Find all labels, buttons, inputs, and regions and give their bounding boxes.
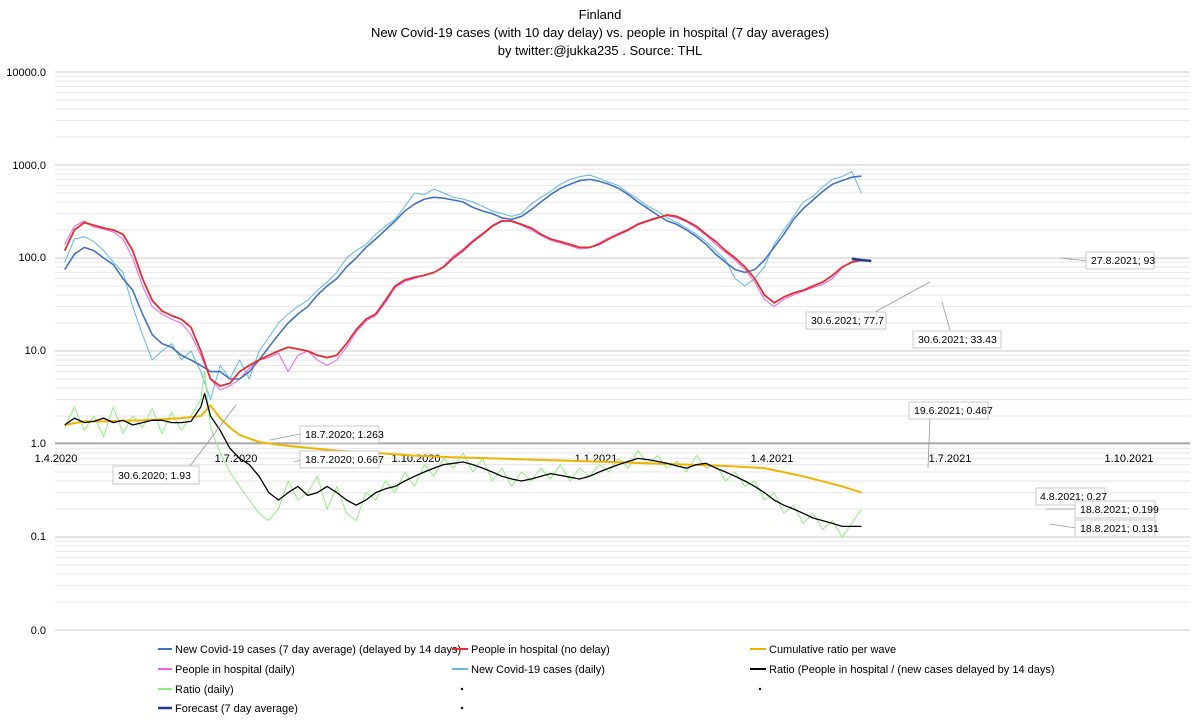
annotation-label: 18.7.2020; 0.667 xyxy=(305,454,384,466)
legend-label: Cumulative ratio per wave xyxy=(769,644,896,656)
series-layer xyxy=(63,171,872,538)
legend-entry: Ratio (People in hospital / (new cases d… xyxy=(750,664,1055,676)
y-tick-label: 100.0 xyxy=(18,252,46,264)
y-tick-label: 10000.0 xyxy=(6,67,46,79)
annotation-box xyxy=(912,330,1002,349)
annotation-box xyxy=(299,425,380,444)
legend-label: New Covid-19 cases (daily) xyxy=(471,664,605,676)
y-tick-label: 1000.0 xyxy=(12,160,46,172)
legend-label: Ratio (daily) xyxy=(175,684,234,696)
annotation: 30.6.2021; 33.43 xyxy=(912,301,1002,349)
legend-entry: New Covid-19 cases (7 day average) (dela… xyxy=(158,644,461,656)
legend-label: People in hospital (daily) xyxy=(175,664,295,676)
x-tick-label: 1.7.2021 xyxy=(929,453,972,465)
annotation: 30.6.2021; 77.7 xyxy=(805,281,931,330)
annotation-label: 18.8.2021; 0.199 xyxy=(1080,504,1159,516)
annotation-box xyxy=(1085,251,1155,270)
series-line-4 xyxy=(64,171,862,401)
legend-entry: Cumulative ratio per wave xyxy=(750,644,896,656)
legend-entry: People in hospital (no delay) xyxy=(452,644,610,656)
x-tick-label: 1.4.2021 xyxy=(751,453,794,465)
legend-empty-marker xyxy=(460,687,464,691)
annotation-box xyxy=(299,450,380,469)
x-tick-label: 1.4.2020 xyxy=(35,453,78,465)
annotation: 18.8.2021; 0.199 xyxy=(1046,500,1159,519)
annotation: 27.8.2021; 93 xyxy=(1059,251,1155,270)
annotation-box xyxy=(805,311,887,330)
annotation: 30.6.2020; 1.93 xyxy=(112,404,237,485)
legend-entry: Forecast (7 day average) xyxy=(158,703,298,715)
y-tick-label: 1.0 xyxy=(31,438,46,450)
series-line-0 xyxy=(64,175,862,380)
legend-empty-marker xyxy=(460,706,464,710)
y-tick-label: 0.1 xyxy=(31,531,46,543)
legend-label: People in hospital (no delay) xyxy=(471,644,610,656)
annotation-box xyxy=(112,465,200,485)
series-line-2 xyxy=(64,404,862,494)
chart-subtitle-2: by twitter:@jukka235 . Source: THL xyxy=(498,43,702,58)
chart-title: Finland xyxy=(579,7,622,22)
annotation-box xyxy=(1074,519,1156,538)
annotation-leader xyxy=(874,281,931,313)
y-tick-label: 10.0 xyxy=(25,345,46,357)
legend-label: Ratio (People in hospital / (new cases d… xyxy=(769,664,1055,676)
annotation-leader xyxy=(269,433,301,441)
series-line-6 xyxy=(64,371,862,538)
y-axis: 10000.0 1000.0 100.0 10.0 1.0 0.1 0.0 xyxy=(6,67,46,637)
annotation-label: 4.8.2021; 0.27 xyxy=(1040,491,1107,503)
legend-empty-marker xyxy=(758,687,762,691)
annotation-label: 30.6.2021; 33.43 xyxy=(918,334,997,346)
annotation-leader xyxy=(941,301,951,331)
legend-label: New Covid-19 cases (7 day average) (dela… xyxy=(175,644,461,656)
annotation: 19.6.2021; 0.467 xyxy=(908,401,993,469)
annotation-leader xyxy=(1049,523,1077,529)
annotation-box xyxy=(1074,500,1156,519)
annotation: 18.7.2020; 1.263 xyxy=(269,425,384,444)
annotation-label: 18.7.2020; 1.263 xyxy=(305,429,384,441)
gridlines xyxy=(55,71,1190,631)
series-line-7 xyxy=(851,257,872,263)
series-line-3 xyxy=(64,215,862,391)
x-tick-label: 1.1.2021 xyxy=(575,453,618,465)
chart-subtitle-1: New Covid-19 cases (with 10 day delay) v… xyxy=(371,25,829,40)
chart-title-block: Finland New Covid-19 cases (with 10 day … xyxy=(371,7,829,58)
annotations: 27.8.2021; 93 30.6.2021; 77.7 30.6.2021;… xyxy=(112,251,1159,538)
y-tick-label: 0.0 xyxy=(31,625,46,637)
annotation-box xyxy=(908,401,989,420)
series-line-5 xyxy=(64,392,862,528)
annotation-leader xyxy=(927,416,931,469)
legend: New Covid-19 cases (7 day average) (dela… xyxy=(158,644,1055,715)
annotation: 18.7.2020; 0.667 xyxy=(293,450,384,469)
annotation-label: 19.6.2021; 0.467 xyxy=(914,405,993,417)
legend-entry: New Covid-19 cases (daily) xyxy=(452,664,605,676)
legend-entry: Ratio (daily) xyxy=(158,684,234,696)
annotation-leader xyxy=(1059,257,1089,262)
x-tick-label: 1.10.2021 xyxy=(1105,453,1154,465)
series-line-1 xyxy=(63,214,862,387)
annotation-label: 27.8.2021; 93 xyxy=(1091,255,1155,267)
annotation-label: 18.8.2021; 0.131 xyxy=(1080,523,1159,535)
legend-label: Forecast (7 day average) xyxy=(175,703,298,715)
legend-entry: People in hospital (daily) xyxy=(158,664,295,676)
annotation-label: 30.6.2021; 77.7 xyxy=(811,315,884,327)
annotation-label: 30.6.2020; 1.93 xyxy=(118,470,191,482)
annotation: 18.8.2021; 0.131 xyxy=(1049,519,1159,538)
annotation-leader xyxy=(189,404,237,467)
